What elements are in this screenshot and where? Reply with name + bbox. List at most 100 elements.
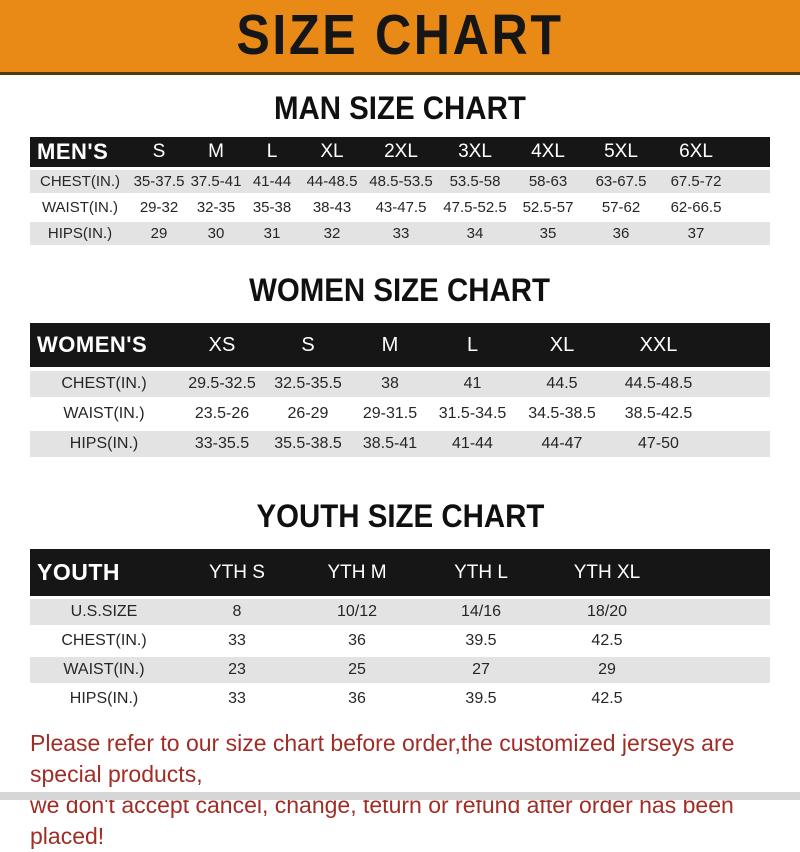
- size-value: 30: [207, 225, 225, 242]
- men-section-heading-text: MAN SIZE CHART: [274, 90, 526, 126]
- size-value: 47.5-52.5: [443, 199, 507, 216]
- size-value: 10/12: [336, 603, 378, 620]
- size-value: 26-29: [287, 405, 329, 422]
- youth-size-table: YOUTH YTH S YTH M YTH L YTH XL U.S.SIZE 8 10/12…: [30, 549, 770, 712]
- size-value: 63-67.5: [595, 173, 647, 190]
- spacer-cell: [708, 431, 770, 457]
- size-value: 52.5-57: [522, 199, 574, 216]
- column-header: YTH S: [209, 561, 265, 583]
- men-size-table: MEN'S S M L XL 2XL 3XL 4XL 5XL 6XL CHEST(IN.) 35-37…: [30, 137, 770, 245]
- column-header: S: [301, 333, 315, 356]
- spacer-cell: [708, 371, 770, 397]
- table-name-cell: YOUTH: [37, 559, 120, 585]
- size-value: 42.5: [591, 690, 623, 707]
- women-section-heading: WOMEN SIZE CHART: [0, 271, 800, 309]
- column-header: YTH M: [327, 561, 387, 583]
- column-header: M: [381, 333, 399, 356]
- size-value: 34: [466, 225, 484, 242]
- table-header-row: WOMEN'S XS S M L XL XXL: [30, 323, 770, 367]
- youth-section-heading: YOUTH SIZE CHART: [0, 497, 800, 535]
- size-value: 44.5: [546, 375, 578, 392]
- size-value: 44-47: [541, 435, 583, 452]
- size-value: 29-31.5: [362, 405, 418, 422]
- table-row: CHEST(IN.) 29.5-32.5 32.5-35.5 38 41 44.5 44.5…: [30, 371, 770, 397]
- column-header: YTH XL: [573, 561, 641, 583]
- table-row: WAIST(IN.) 23 25 27 29: [30, 657, 770, 683]
- size-value: 36: [348, 632, 366, 649]
- men-section-heading: MAN SIZE CHART: [0, 89, 800, 127]
- size-value: 32.5-35.5: [274, 375, 342, 392]
- size-value: 48.5-53.5: [369, 173, 433, 190]
- size-value: 44.5-48.5: [624, 375, 693, 392]
- size-value: 44-48.5: [306, 173, 358, 190]
- table-row: HIPS(IN.) 33 36 39.5 42.5: [30, 686, 770, 712]
- size-value: 27: [472, 661, 490, 678]
- spacer-cell: [670, 549, 770, 596]
- table-row: WAIST(IN.) 29-32 32-35 35-38 38-43 43-47.5 47.…: [30, 196, 770, 219]
- size-value: 36: [612, 225, 630, 242]
- spacer-cell: [734, 137, 770, 167]
- size-value: 14/16: [460, 603, 502, 620]
- women-section-heading-text: WOMEN SIZE CHART: [249, 272, 551, 308]
- women-size-table: WOMEN'S XS S M L XL XXL CHEST(IN.) 29.5-32.5 32.5…: [30, 323, 770, 457]
- size-value: 57-62: [601, 199, 641, 216]
- size-value: 33: [228, 632, 246, 649]
- table-header-row: MEN'S S M L XL 2XL 3XL 4XL 5XL 6XL: [30, 137, 770, 167]
- size-value: 67.5-72: [670, 173, 722, 190]
- row-label: HIPS(IN.): [69, 690, 139, 707]
- size-value: 38-43: [312, 199, 352, 216]
- table-row: U.S.SIZE 8 10/12 14/16 18/20: [30, 599, 770, 625]
- size-value: 41: [463, 375, 482, 392]
- column-header: XXL: [639, 333, 678, 356]
- table-name-cell: WOMEN'S: [37, 332, 148, 357]
- row-label: WAIST(IN.): [63, 405, 145, 422]
- column-header: XS: [208, 333, 236, 356]
- page-title: SIZE CHART: [236, 3, 564, 67]
- table-header-row: YOUTH YTH S YTH M YTH L YTH XL: [30, 549, 770, 596]
- spacer-cell: [670, 657, 770, 683]
- size-value: 29: [150, 225, 168, 242]
- column-header: M: [208, 141, 224, 162]
- column-header: S: [152, 141, 166, 162]
- spacer-cell: [670, 599, 770, 625]
- size-value: 18/20: [586, 603, 628, 620]
- row-label: CHEST(IN.): [61, 632, 147, 649]
- column-header: L: [466, 333, 479, 356]
- size-value: 35: [539, 225, 557, 242]
- size-value: 32: [323, 225, 341, 242]
- column-header: 2XL: [384, 141, 418, 162]
- spacer-cell: [670, 686, 770, 712]
- spacer-cell: [734, 196, 770, 219]
- row-label: HIPS(IN.): [47, 225, 113, 242]
- size-value: 29.5-32.5: [188, 375, 256, 392]
- spacer-cell: [708, 401, 770, 427]
- column-header: 5XL: [604, 141, 638, 162]
- bottom-strip: [0, 792, 800, 800]
- size-value: 58-63: [528, 173, 568, 190]
- youth-section-heading-text: YOUTH SIZE CHART: [256, 498, 544, 534]
- size-value: 62-66.5: [670, 199, 722, 216]
- size-value: 35-37.5: [133, 173, 185, 190]
- size-value: 29: [598, 661, 616, 678]
- table-row: WAIST(IN.) 23.5-26 26-29 29-31.5 31.5-34.5 34…: [30, 401, 770, 427]
- spacer-cell: [708, 323, 770, 367]
- size-value: 37: [687, 225, 705, 242]
- row-label: WAIST(IN.): [41, 199, 119, 216]
- row-label: CHEST(IN.): [40, 173, 120, 190]
- size-value: 23: [228, 661, 246, 678]
- size-value: 32-35: [196, 199, 236, 216]
- column-header: YTH L: [454, 561, 508, 583]
- size-value: 36: [348, 690, 366, 707]
- size-value: 47-50: [638, 435, 679, 452]
- size-value: 31.5-34.5: [438, 405, 507, 422]
- table-name-cell: MEN'S: [37, 139, 109, 164]
- size-value: 38.5-41: [362, 435, 418, 452]
- size-value: 33: [228, 690, 246, 707]
- spacer-cell: [734, 222, 770, 245]
- size-value: 35.5-38.5: [274, 435, 342, 452]
- column-header: L: [266, 141, 278, 162]
- column-header: 3XL: [458, 141, 492, 162]
- order-note: Please refer to our size chart before or…: [30, 728, 800, 852]
- row-label: U.S.SIZE: [70, 603, 138, 620]
- size-value: 33-35.5: [194, 435, 250, 452]
